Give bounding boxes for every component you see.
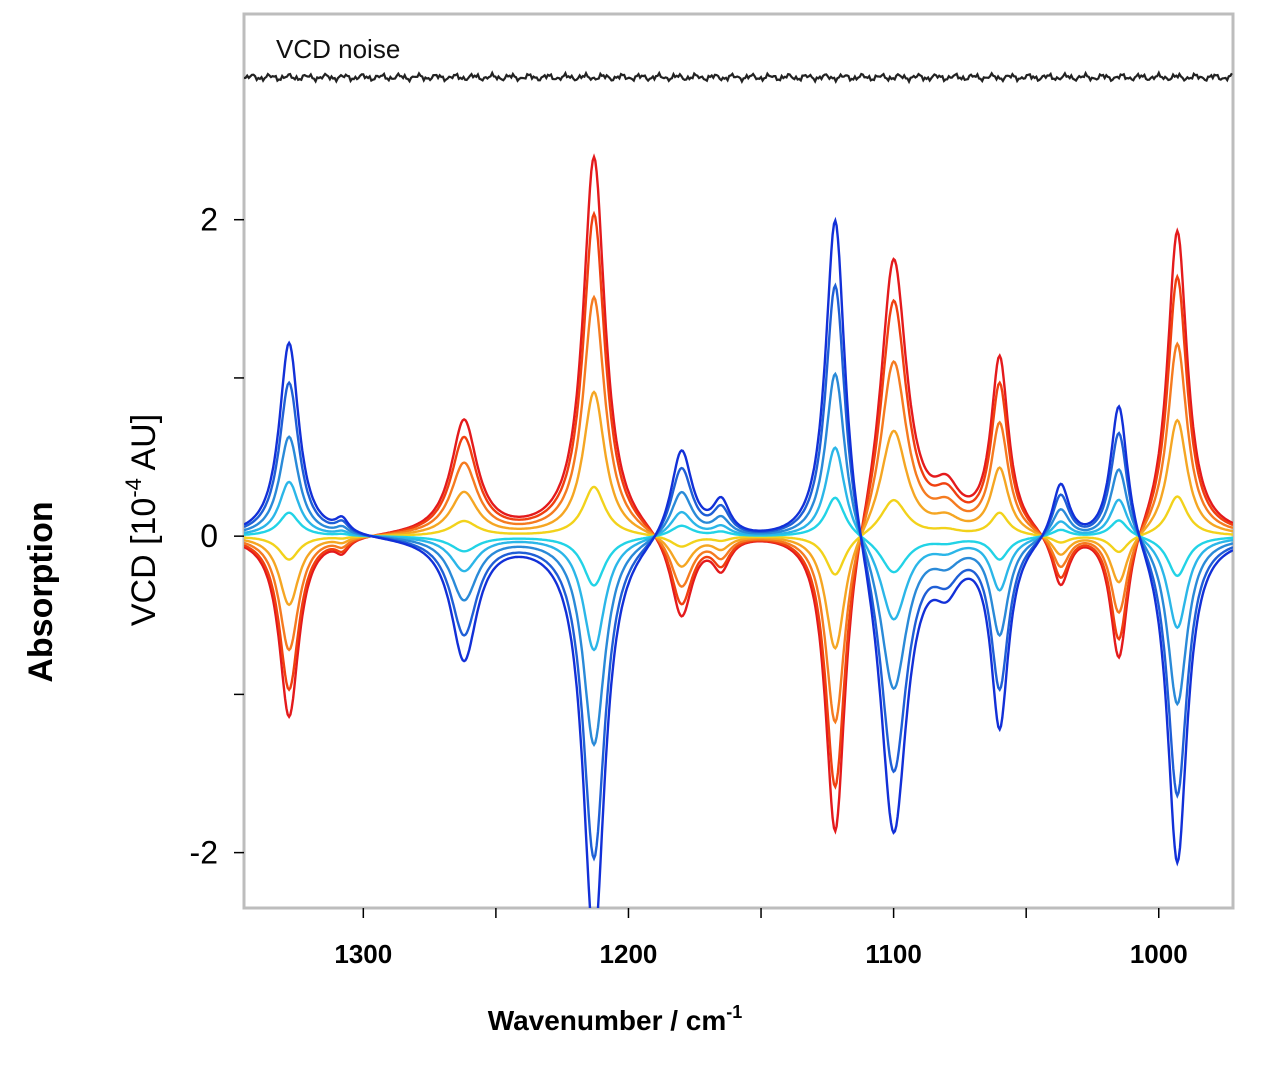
- axes-layer: 1300 1200 1100 1000 2 0 -2: [190, 202, 1188, 969]
- x-axis-label-sup: -1: [726, 1002, 742, 1022]
- y-axis-label-text: VCD [10: [125, 498, 163, 627]
- x-axis-label: Wavenumber / cm-1: [488, 1002, 743, 1036]
- y-tick-label--2: -2: [190, 835, 218, 871]
- series-line-5: [244, 485, 1233, 576]
- plot-frame: [242, 12, 1235, 910]
- series-line-7: [244, 446, 1233, 652]
- series-line-3: [244, 294, 1233, 725]
- plot-area: [242, 12, 1235, 910]
- series-layer: [244, 153, 1233, 908]
- series-line-6: [244, 496, 1233, 587]
- series-line-10: [244, 216, 1233, 908]
- y-axis-label: VCD [10-4 AU]: [121, 414, 163, 626]
- noise-label: VCD noise: [276, 34, 400, 64]
- outer-axis-label: Absorption: [22, 501, 60, 682]
- y-tick-label-2: 2: [200, 202, 218, 238]
- x-tick-label-1300: 1300: [334, 939, 392, 969]
- x-tick-label-1200: 1200: [600, 939, 658, 969]
- series-line-8: [244, 371, 1233, 747]
- y-axis-label-sup: -4: [121, 478, 146, 498]
- y-tick-label-0: 0: [200, 518, 218, 554]
- series-line-1: [244, 153, 1233, 835]
- x-tick-label-1000: 1000: [1130, 939, 1188, 969]
- x-axis-label-text: Wavenumber / cm: [488, 1005, 727, 1036]
- series-line-4: [244, 390, 1233, 650]
- series-line-2: [244, 210, 1233, 790]
- x-tick-label-1100: 1100: [865, 939, 921, 969]
- y-axis-label-tail: AU]: [125, 414, 163, 478]
- noise-layer: [244, 70, 1233, 85]
- series-line-9: [244, 282, 1233, 862]
- noise-line: [244, 70, 1233, 85]
